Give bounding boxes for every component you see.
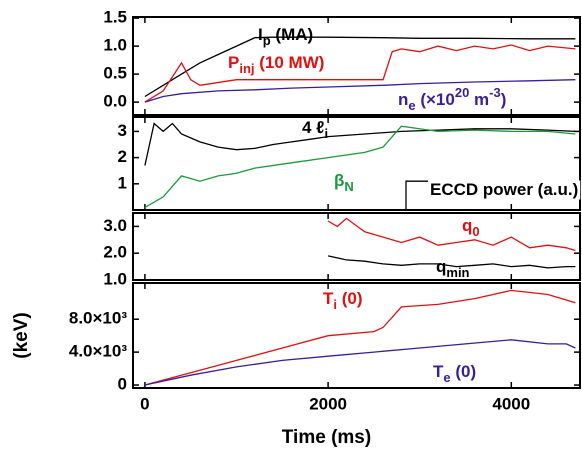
x-tick-label: 2000 <box>309 394 347 413</box>
label-bg <box>428 180 581 200</box>
y-tick-label: 2.0 <box>103 243 127 262</box>
y-tick-label: 0.5 <box>103 64 127 83</box>
annotation-part: ECCD power (a.u.) <box>430 180 578 199</box>
annotation: 4 ℓi <box>302 118 328 141</box>
x-tick-label: 4000 <box>492 394 530 413</box>
y-tick-label: 2 <box>118 147 127 166</box>
annotation-part: T <box>433 362 444 381</box>
annotation-part: e <box>443 370 450 385</box>
annotation-part: e <box>408 98 415 113</box>
annotation-part: (0) <box>337 289 363 308</box>
series-line <box>144 36 576 98</box>
annotation-part: (10 MW) <box>255 53 325 72</box>
annotation-part: T <box>323 289 334 308</box>
series-line <box>327 217 576 252</box>
annotation: ECCD power (a.u.) <box>430 180 578 199</box>
annotation-part: 4 ℓ <box>302 118 325 137</box>
annotation-part: N <box>344 179 353 194</box>
annotation-part: (×10 <box>416 90 455 109</box>
annotation: βN <box>334 171 354 194</box>
annotation: Pinj (10 MW) <box>228 53 324 76</box>
y-axis-label: (keV) <box>11 312 32 358</box>
series-line <box>144 289 576 386</box>
plot-frame <box>132 16 581 116</box>
annotation-part: q <box>462 216 472 235</box>
y-tick-label: 0.0 <box>103 92 127 111</box>
annotation-part: q <box>436 257 446 276</box>
series-line <box>144 44 576 103</box>
series-line <box>144 125 576 208</box>
plot-frame <box>132 116 581 211</box>
y-tick-label: 0 <box>118 375 127 394</box>
y-tick-label: 8.0×10³ <box>69 309 127 328</box>
annotation: q0 <box>462 216 480 239</box>
annotation-part: 0 <box>472 224 479 239</box>
annotation: Ip (MA) <box>258 25 313 48</box>
series-line <box>144 339 576 386</box>
annotation-part: I <box>258 25 263 44</box>
annotation-part: p <box>263 33 271 48</box>
annotation-part: i <box>325 126 329 141</box>
y-tick-label: 1.0 <box>103 36 127 55</box>
annotation-part: β <box>334 171 344 190</box>
annotation-part: 20 <box>455 85 469 100</box>
series-line <box>327 255 576 269</box>
annotation-part: -3 <box>489 85 501 100</box>
y-tick-label: 1 <box>118 173 127 192</box>
y-tick-label: 3.0 <box>103 216 127 235</box>
annotation-part: (MA) <box>271 25 313 44</box>
plot-frame <box>132 212 581 281</box>
y-tick-label: 3 <box>118 121 127 140</box>
series-line <box>144 122 576 166</box>
annotation: Ti (0) <box>323 289 363 312</box>
y-tick-label: 1.5 <box>103 8 127 27</box>
x-axis-label: Time (ms) <box>282 427 371 448</box>
annotation-part: inj <box>239 61 254 76</box>
x-tick-label: 0 <box>140 394 149 413</box>
annotation: Te (0) <box>433 362 476 385</box>
annotation-part: i <box>333 297 337 312</box>
series-line <box>144 79 576 103</box>
annotation-part: min <box>446 265 469 280</box>
annotation: ne (×1020 m-3) <box>398 85 506 113</box>
annotation-part: (0) <box>451 362 477 381</box>
annotation-part: P <box>228 53 239 72</box>
annotation-part: ) <box>501 90 507 109</box>
y-tick-label: 4.0×10³ <box>69 342 127 361</box>
annotation: qmin <box>436 257 470 280</box>
plot-frame <box>132 282 581 389</box>
y-tick-label: 1.0 <box>103 269 127 288</box>
annotation-part: m <box>469 90 489 109</box>
annotation-part: n <box>398 90 408 109</box>
